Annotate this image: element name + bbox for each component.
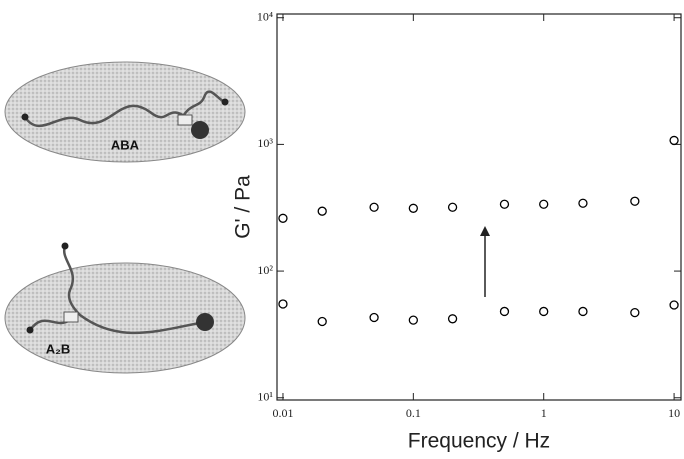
x-tick-label: 0.01 [272,406,293,420]
arrow-head [480,226,490,236]
plot-frame [276,13,682,401]
data-point [278,213,288,223]
end-group [61,242,69,250]
end-group [26,326,34,334]
data-point [539,199,549,209]
diagram-label: ABA [111,137,140,152]
diagram-label: A₂B [46,341,71,356]
y-tick-label: 10² [257,263,273,277]
data-point [578,306,588,317]
data-point [278,299,288,309]
chain [62,245,206,335]
ellipse [4,262,246,374]
y-axis-label: G' / Pa [232,175,255,239]
data-point [669,300,679,310]
ring [63,311,79,323]
bulky-group [191,121,209,139]
data-point [499,306,510,317]
data-point [369,202,379,212]
data-point [408,203,418,213]
data-point [447,314,458,324]
x-axis-label: Frequency / Hz [408,430,550,453]
x-tick-label: 0.1 [406,406,421,420]
data-point [369,312,379,323]
data-point [499,199,510,209]
ring [177,114,193,126]
data-point [669,135,679,146]
bulky-group [196,313,214,331]
x-tick-label: 10 [668,406,680,420]
y-tick-label: 10³ [257,136,273,150]
y-tick-label: 10¹ [257,390,273,404]
data-point [630,307,640,318]
data-point [408,315,418,325]
y-tick-label: 10⁴ [257,9,273,23]
data-point [539,306,549,317]
ellipse [4,61,246,163]
data-point [317,206,327,216]
x-tick-label: 1 [541,406,547,420]
data-point [630,196,640,206]
chain [178,90,226,123]
diagram-a2b: A₂B [4,242,246,374]
data-point [578,198,588,208]
chain [23,104,191,128]
data-point [447,202,458,212]
end-group [21,113,29,121]
diagram-aba: ABA [4,61,246,163]
end-group [221,98,229,106]
data-point [317,316,327,327]
